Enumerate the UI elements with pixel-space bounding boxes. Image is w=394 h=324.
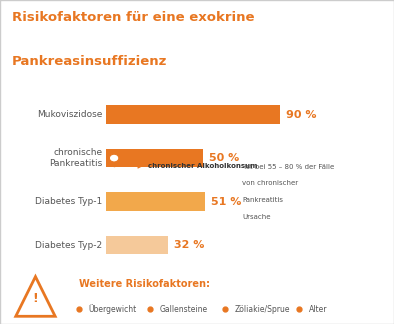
Text: Pankreasinsuffizienz: Pankreasinsuffizienz — [12, 55, 167, 68]
Text: Alter: Alter — [309, 305, 328, 314]
Text: 90 %: 90 % — [286, 110, 316, 120]
Text: Mukoviszidose: Mukoviszidose — [37, 110, 102, 119]
Text: chronische
Pankreatitis: chronische Pankreatitis — [49, 148, 102, 168]
Text: Risikofaktoren für eine exokrine: Risikofaktoren für eine exokrine — [12, 11, 254, 24]
Text: ist bei 55 – 80 % der Fälle: ist bei 55 – 80 % der Fälle — [242, 164, 335, 170]
Bar — [106, 106, 280, 124]
Text: Diabetes Typ-1: Diabetes Typ-1 — [35, 197, 102, 206]
Text: Ursache: Ursache — [242, 214, 271, 220]
Text: von chronischer: von chronischer — [242, 180, 298, 187]
Bar — [106, 236, 168, 254]
Text: chronischer Alkoholkonsum: chronischer Alkoholkonsum — [148, 163, 257, 169]
Text: !: ! — [33, 292, 38, 305]
Text: 32 %: 32 % — [174, 240, 204, 250]
Text: 50 %: 50 % — [209, 153, 239, 163]
Text: Diabetes Typ-2: Diabetes Typ-2 — [35, 240, 102, 249]
Text: Pankreatitis: Pankreatitis — [242, 197, 283, 203]
Text: Zöliakie/Sprue: Zöliakie/Sprue — [234, 305, 290, 314]
Text: Gallensteine: Gallensteine — [160, 305, 208, 314]
Text: Weitere Risikofaktoren:: Weitere Risikofaktoren: — [79, 279, 210, 289]
Bar — [106, 149, 203, 167]
Bar — [106, 192, 205, 211]
Text: Übergewicht: Übergewicht — [89, 304, 137, 314]
Text: 51 %: 51 % — [211, 197, 241, 207]
